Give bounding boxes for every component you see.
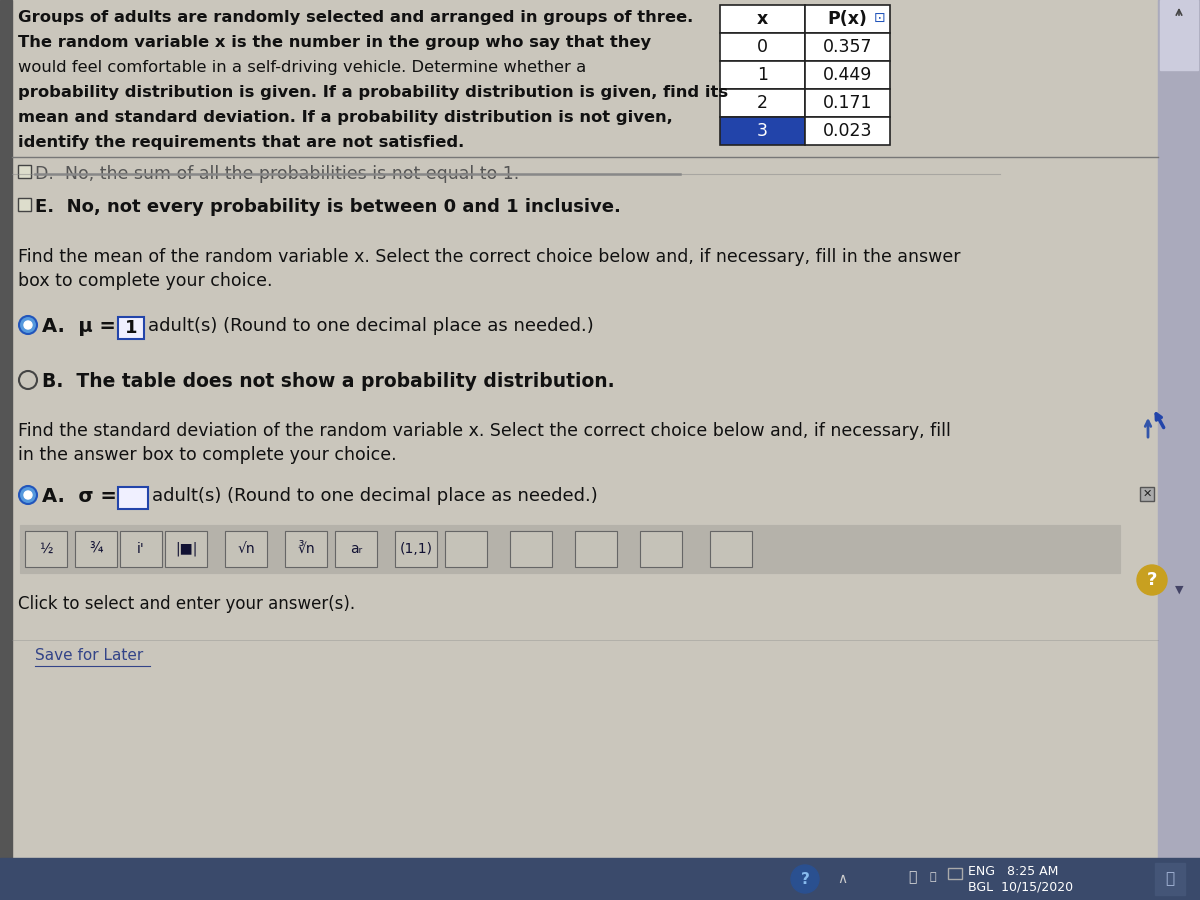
Bar [118, 487, 148, 509]
Circle shape [19, 316, 37, 334]
Bar [805, 33, 890, 61]
Bar [575, 531, 617, 567]
Text: (1,1): (1,1) [400, 542, 432, 556]
Circle shape [19, 371, 37, 389]
Text: 0.357: 0.357 [823, 38, 872, 56]
Text: |■|: |■| [175, 542, 197, 556]
Text: ¾: ¾ [89, 542, 103, 556]
Bar [1140, 487, 1154, 501]
Bar [720, 117, 805, 145]
Text: ½: ½ [40, 542, 53, 556]
Text: √n: √n [238, 542, 254, 556]
Bar [18, 165, 31, 178]
Bar [18, 198, 31, 211]
Bar [445, 531, 487, 567]
Bar [395, 531, 437, 567]
Text: 🔊: 🔊 [908, 870, 916, 884]
Bar [948, 868, 962, 879]
Text: 1: 1 [757, 66, 768, 84]
Bar [1154, 863, 1186, 895]
Text: ∧: ∧ [836, 872, 847, 886]
Bar [710, 531, 752, 567]
Bar [74, 531, 118, 567]
Bar [720, 61, 805, 89]
Bar [640, 531, 682, 567]
Text: would feel comfortable in a self-driving vehicle. Determine whether a: would feel comfortable in a self-driving… [18, 60, 587, 75]
Bar [720, 89, 805, 117]
Text: adult(s) (Round to one decimal place as needed.): adult(s) (Round to one decimal place as … [148, 317, 594, 335]
Bar [120, 531, 162, 567]
Bar [805, 89, 890, 117]
Text: mean and standard deviation. If a probability distribution is not given,: mean and standard deviation. If a probab… [18, 110, 673, 125]
Bar [805, 5, 890, 33]
Bar [510, 531, 552, 567]
Bar [805, 61, 890, 89]
Text: ?: ? [1147, 571, 1157, 589]
Text: ?: ? [800, 871, 810, 886]
Text: Find the standard deviation of the random variable x. Select the correct choice : Find the standard deviation of the rando… [18, 422, 950, 440]
Text: aᵣ: aᵣ [350, 542, 362, 556]
Circle shape [791, 865, 818, 893]
Bar [1158, 0, 1200, 870]
Text: B.  The table does not show a probability distribution.: B. The table does not show a probability… [42, 372, 614, 391]
Bar [226, 531, 266, 567]
Bar [720, 5, 805, 33]
Text: ⊡: ⊡ [874, 11, 886, 25]
Bar [335, 531, 377, 567]
Text: A.  σ =: A. σ = [42, 487, 116, 506]
Text: Click to select and enter your answer(s).: Click to select and enter your answer(s)… [18, 595, 355, 613]
Text: 📶: 📶 [930, 872, 936, 882]
Text: ∛n: ∛n [298, 542, 314, 556]
Text: x: x [757, 10, 768, 28]
Bar [0, 0, 12, 870]
Bar [25, 531, 67, 567]
Text: Find the mean of the random variable x. Select the correct choice below and, if : Find the mean of the random variable x. … [18, 248, 960, 266]
Text: identify the requirements that are not satisfied.: identify the requirements that are not s… [18, 135, 464, 150]
Text: i': i' [137, 542, 145, 556]
Text: 3: 3 [757, 122, 768, 140]
Text: Save for Later: Save for Later [35, 648, 143, 663]
Bar [118, 317, 144, 339]
Text: 2: 2 [757, 94, 768, 112]
Text: Groups of adults are randomly selected and arranged in groups of three.: Groups of adults are randomly selected a… [18, 10, 694, 25]
Bar [1160, 0, 1198, 70]
Text: 0.171: 0.171 [823, 94, 872, 112]
Bar [805, 117, 890, 145]
Bar [720, 33, 805, 61]
Text: 0.449: 0.449 [823, 66, 872, 84]
Circle shape [19, 486, 37, 504]
Bar [166, 531, 208, 567]
Text: D.  No, the sum of all the probabilities is not equal to 1.: D. No, the sum of all the probabilities … [35, 165, 520, 183]
Text: 1: 1 [125, 319, 137, 337]
Text: ✕: ✕ [1142, 489, 1152, 499]
Text: ▼: ▼ [1175, 585, 1183, 595]
Text: probability distribution is given. If a probability distribution is given, find : probability distribution is given. If a … [18, 85, 728, 100]
Text: 0: 0 [757, 38, 768, 56]
Text: box to complete your choice.: box to complete your choice. [18, 272, 272, 290]
Circle shape [1138, 565, 1166, 595]
Text: BGL  10/15/2020: BGL 10/15/2020 [968, 880, 1073, 893]
Text: 0.023: 0.023 [823, 122, 872, 140]
Bar [0, 858, 1200, 900]
Circle shape [24, 491, 32, 499]
Text: 局: 局 [1165, 871, 1175, 886]
Bar [286, 531, 326, 567]
Text: adult(s) (Round to one decimal place as needed.): adult(s) (Round to one decimal place as … [152, 487, 598, 505]
Text: in the answer box to complete your choice.: in the answer box to complete your choic… [18, 446, 397, 464]
Text: E.  No, not every probability is between 0 and 1 inclusive.: E. No, not every probability is between … [35, 198, 620, 216]
Text: The random variable x is the number in the group who say that they: The random variable x is the number in t… [18, 35, 652, 50]
Text: ENG   8:25 AM: ENG 8:25 AM [968, 865, 1058, 878]
Text: P(x): P(x) [828, 10, 868, 28]
Circle shape [24, 321, 32, 329]
Bar [20, 525, 1120, 573]
Text: A.  μ =: A. μ = [42, 317, 116, 336]
